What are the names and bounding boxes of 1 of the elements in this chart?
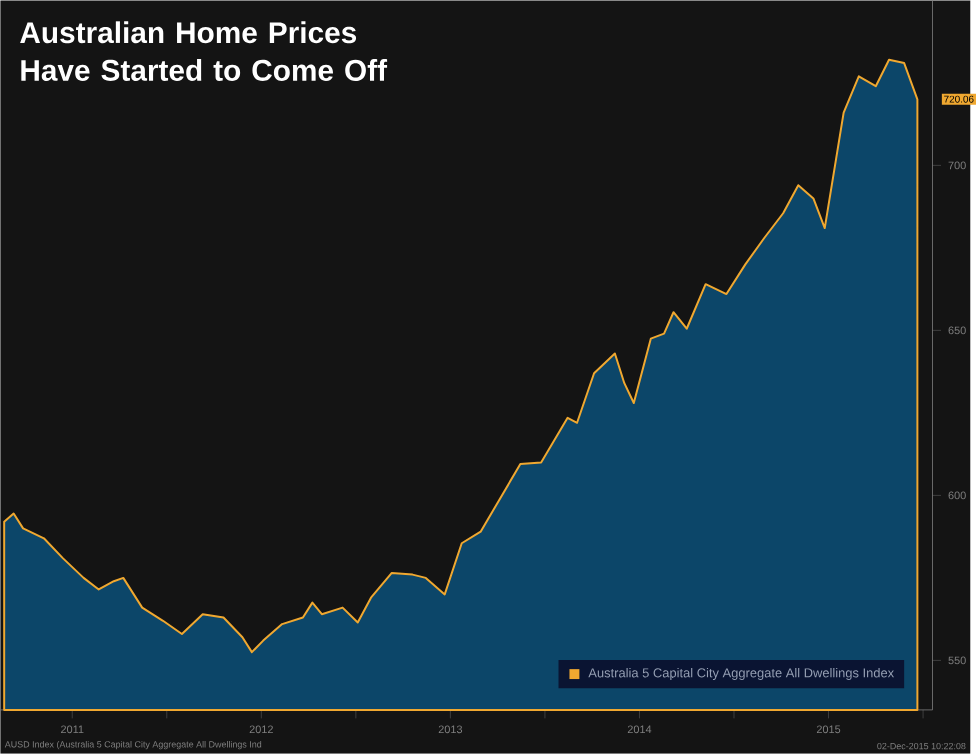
- text: Australian Home Prices Have Started to Come Off: [20, 21, 388, 82]
